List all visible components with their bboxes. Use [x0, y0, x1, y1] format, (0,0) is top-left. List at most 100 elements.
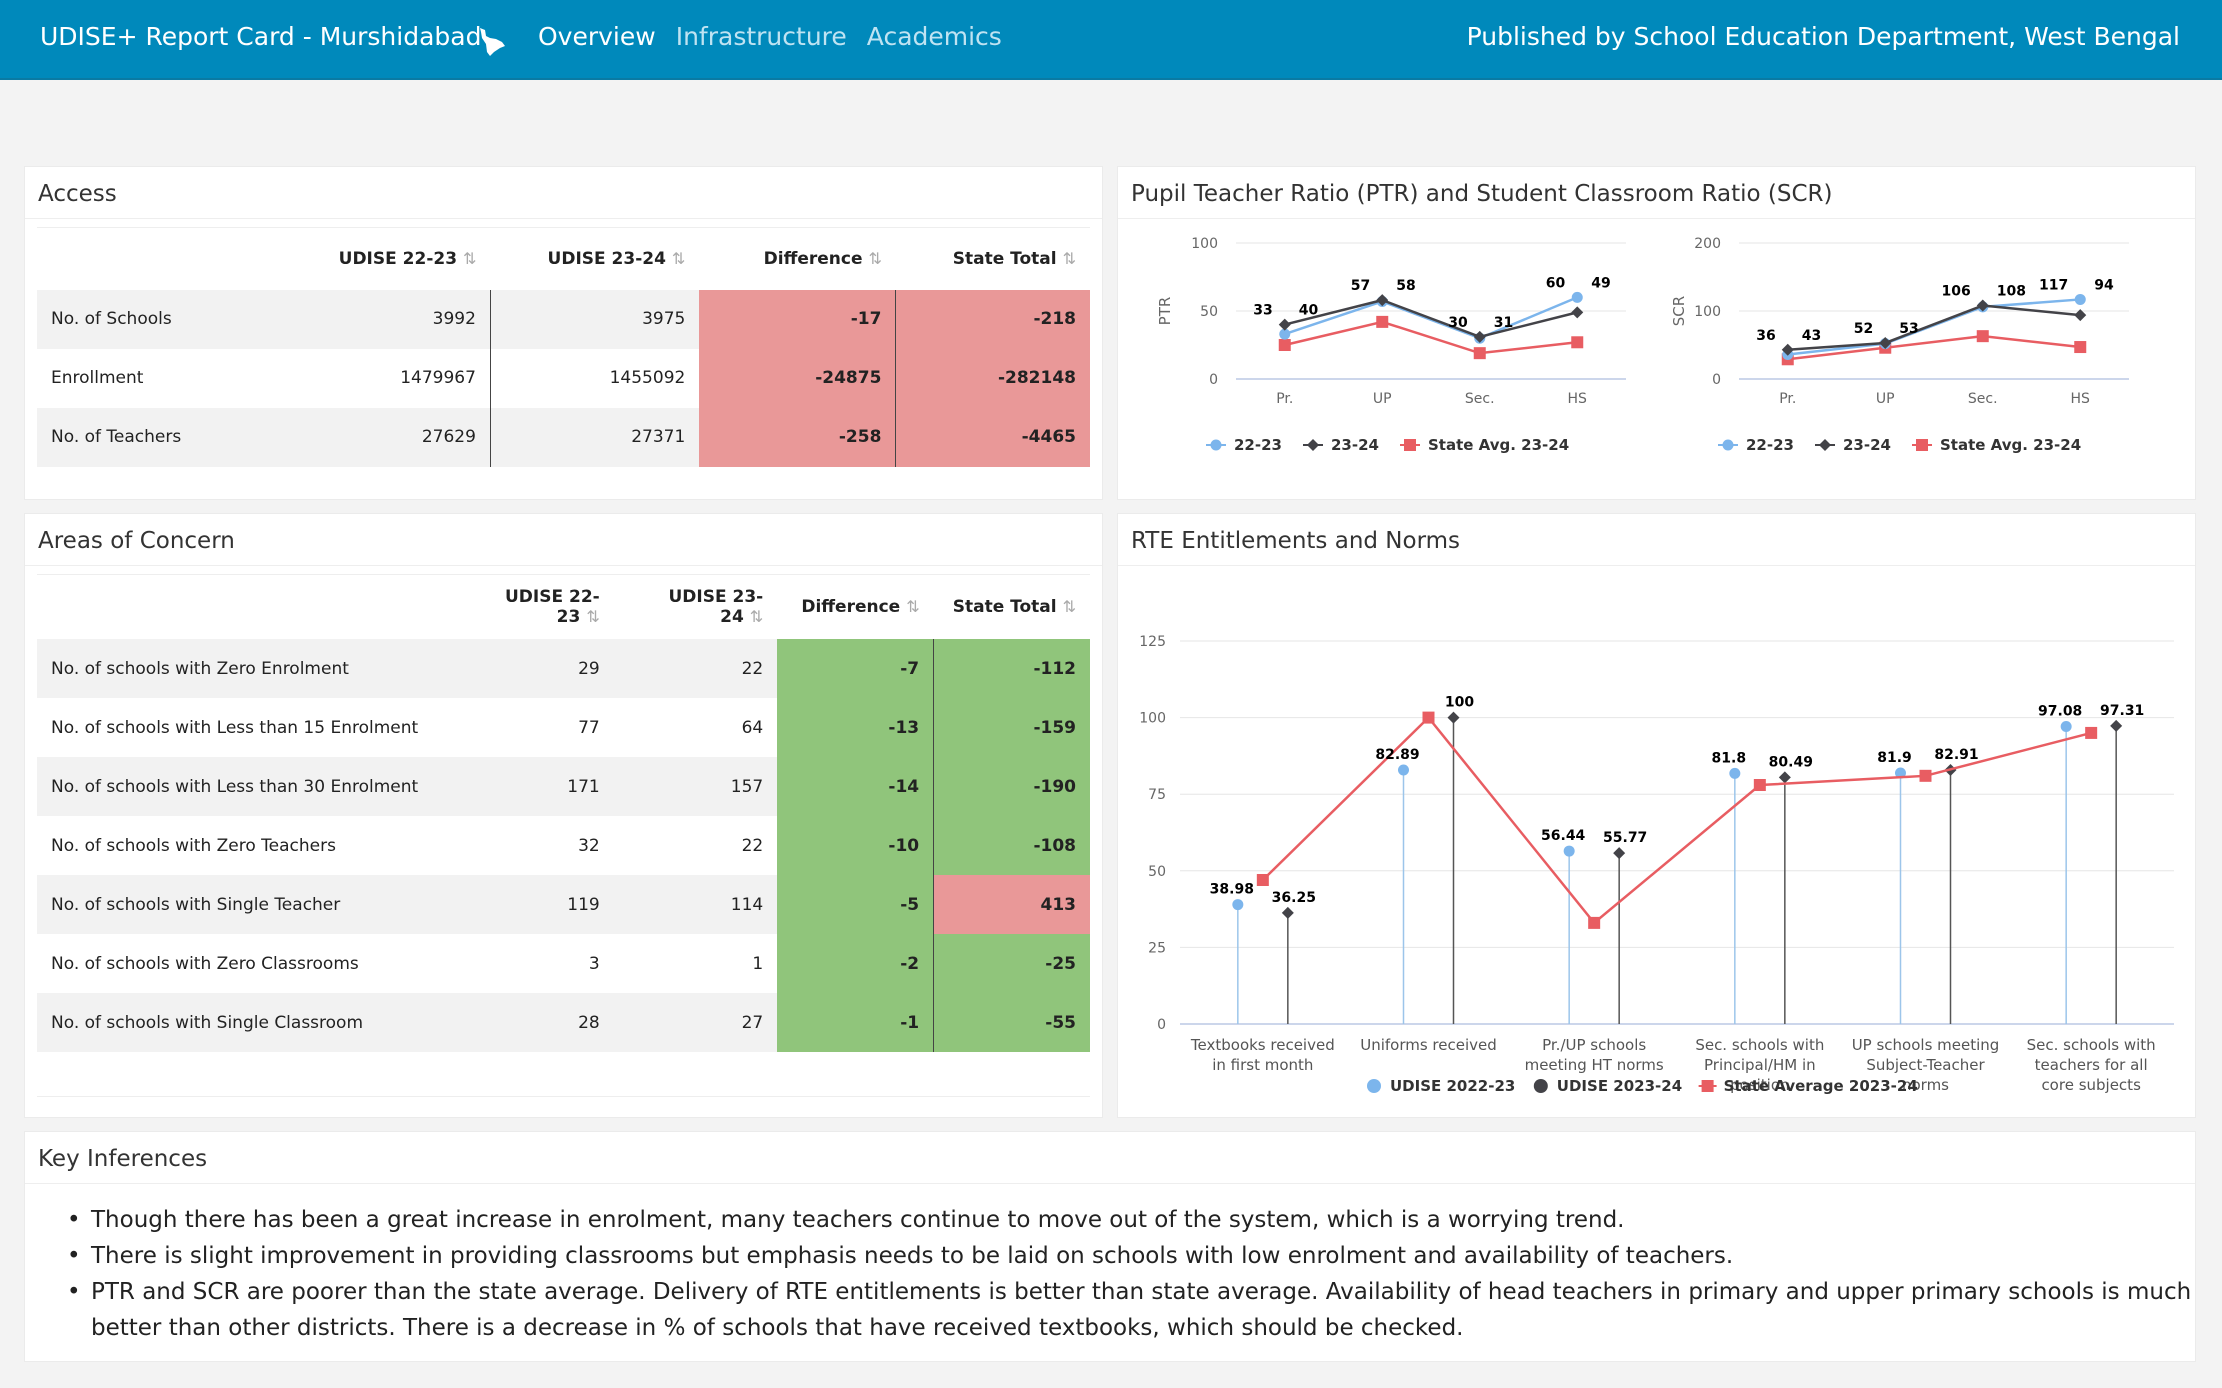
x-tick-label: Sec. schools with	[2027, 1036, 2156, 1054]
legend-label: 22-23	[1746, 436, 1794, 454]
ratio-card: Pupil Teacher Ratio (PTR) and Student Cl…	[1117, 166, 2196, 500]
data-point	[1613, 847, 1626, 860]
cell-difference: -7	[777, 639, 934, 698]
x-tick-label: Sec.	[1465, 391, 1495, 407]
data-point	[1778, 771, 1791, 784]
col-udise-2223[interactable]: UDISE 22-23 ⇅	[289, 227, 491, 290]
x-tick-label: in first month	[1212, 1056, 1313, 1074]
y-tick-label: 100	[1139, 711, 1166, 727]
legend-marker	[1916, 439, 1928, 451]
data-label: 108	[1997, 284, 2026, 300]
x-tick-label: Pr./UP schools	[1542, 1036, 1646, 1054]
sort-icon[interactable]: ⇅	[868, 248, 882, 268]
cell-difference: -13	[777, 698, 934, 757]
x-tick-label: Subject-Teacher	[1866, 1056, 1985, 1074]
data-label: 81.9	[1877, 750, 1912, 766]
y-axis-label: SCR	[1670, 296, 1688, 326]
data-label: 57	[1351, 278, 1370, 294]
y-axis-label: PTR	[1156, 297, 1174, 326]
rte-card: RTE Entitlements and Norms 0 25 50 75 100 125…	[1117, 513, 2196, 1118]
x-tick-label: position	[1730, 1076, 1789, 1094]
x-tick-label: teachers for all	[2035, 1056, 2148, 1074]
sort-icon[interactable]: ⇅	[749, 607, 764, 626]
data-label: 55.77	[1603, 830, 1647, 846]
data-point	[1278, 339, 1291, 351]
sort-icon[interactable]: ⇅	[463, 248, 477, 268]
data-label: 49	[1591, 275, 1610, 291]
data-point	[1976, 330, 1989, 343]
data-label: 82.89	[1375, 747, 1419, 763]
row-label: No. of schools with Less than 15 Enrolme…	[51, 717, 419, 738]
data-point	[1563, 845, 1575, 857]
data-point	[1729, 767, 1741, 779]
concern-title: Areas of Concern	[25, 514, 1102, 566]
sort-icon[interactable]: ⇅	[671, 248, 686, 268]
col-udise-2324[interactable]: UDISE 23-24 ⇅	[613, 574, 778, 639]
table-row: No. of Schools 3992 3975 -17 -218	[37, 289, 1090, 349]
sort-icon[interactable]: ⇅	[586, 607, 600, 626]
data-point	[2074, 293, 2086, 305]
sort-icon[interactable]: ⇅	[906, 597, 920, 616]
sort-icon[interactable]: ⇅	[1062, 248, 1076, 268]
series-line-state	[1261, 715, 2092, 925]
cell-state-total: -218	[895, 289, 1090, 349]
row-label: Enrollment	[51, 368, 144, 388]
legend-label: 23-24	[1331, 436, 1379, 454]
data-point	[1976, 299, 1989, 312]
rte-chart: 0 25 50 75 100 125 Textbooks received in first …	[1139, 634, 2174, 1095]
sort-icon[interactable]: ⇅	[1062, 597, 1076, 616]
nav-academics[interactable]: Academics	[866, 22, 1002, 51]
cell-udise-2324: 1455092	[489, 348, 700, 408]
data-point	[2110, 719, 2123, 732]
data-point	[1781, 343, 1794, 356]
cell-udise-2223: 32	[578, 835, 600, 856]
legend-marker	[1701, 1080, 1714, 1092]
legend-marker	[1819, 439, 1831, 451]
legend-label: UDISE 2022-23	[1390, 1077, 1515, 1095]
cell-state-total: -112	[933, 639, 1090, 698]
legend-marker	[1367, 1079, 1381, 1093]
data-point	[1473, 330, 1486, 343]
data-point	[1571, 291, 1583, 303]
row-label: No. of schools with Zero Classrooms	[51, 953, 359, 974]
inferences-card: Key Inferences Though there has been a g…	[24, 1131, 2196, 1362]
col-state-total[interactable]: State Total ⇅	[933, 574, 1090, 639]
y-tick-label: 200	[1694, 236, 1721, 252]
access-table: UDISE 22-23 ⇅ UDISE 23-24 ⇅ Difference ⇅ St…	[37, 227, 1090, 467]
data-point	[1232, 899, 1244, 911]
row-label: No. of schools with Zero Teachers	[51, 835, 336, 856]
row-label: No. of schools with Single Classroom	[37, 993, 451, 1052]
data-label: 97.08	[2038, 704, 2082, 720]
y-tick-label: 0	[1157, 1017, 1166, 1033]
col-difference[interactable]: Difference ⇅	[699, 227, 896, 290]
data-point	[1447, 711, 1460, 724]
data-point	[1571, 336, 1584, 349]
col-difference[interactable]: Difference ⇅	[777, 574, 934, 639]
cell-udise-2223: 28	[450, 993, 614, 1052]
col-udise-2223[interactable]: UDISE 22-23 ⇅	[450, 574, 614, 639]
app-title[interactable]: UDISE+ Report Card - Murshidabad	[40, 22, 482, 51]
data-label: 81.8	[1712, 750, 1747, 766]
nav-overview[interactable]: Overview	[538, 22, 656, 51]
cell-udise-2223: 119	[450, 875, 614, 934]
col-state-total[interactable]: State Total ⇅	[895, 227, 1090, 290]
legend-marker	[1210, 439, 1222, 451]
legend-label: State Average 2023-24	[1724, 1077, 1918, 1095]
top-navbar: UDISE+ Report Card - Murshidabad Overvie…	[0, 0, 2222, 80]
ptr-chart: 0 50 100 PTR Pr. UP Sec. HS 33 57 30 60 40 58 31 49 22-2…	[1156, 236, 1626, 454]
legend-marker	[1404, 439, 1416, 451]
nav-infrastructure[interactable]: Infrastructure	[675, 22, 847, 51]
table-row: No. of Teachers 27629 27371 -258 -4465	[37, 407, 1090, 467]
y-tick-label: 125	[1139, 634, 1166, 650]
y-tick-label: 25	[1148, 940, 1166, 956]
data-label: 52	[1854, 321, 1873, 337]
col-udise-2324[interactable]: UDISE 23-24 ⇅	[490, 227, 700, 290]
access-card: Access UDISE 22-23 ⇅ UDISE 23-24 ⇅ Differe…	[24, 166, 1103, 500]
table-row: No. of schools with Zero Enrolment 29 22 -7…	[37, 639, 1090, 698]
legend-label: 22-23	[1234, 436, 1282, 454]
table-row: No. of schools with Less than 30 Enrolme…	[37, 757, 1090, 816]
cell-state-total: -190	[933, 757, 1090, 816]
data-point	[2074, 309, 2087, 322]
table-row: No. of schools with Single Teacher 119 114…	[37, 875, 1090, 934]
data-point	[1376, 315, 1389, 328]
